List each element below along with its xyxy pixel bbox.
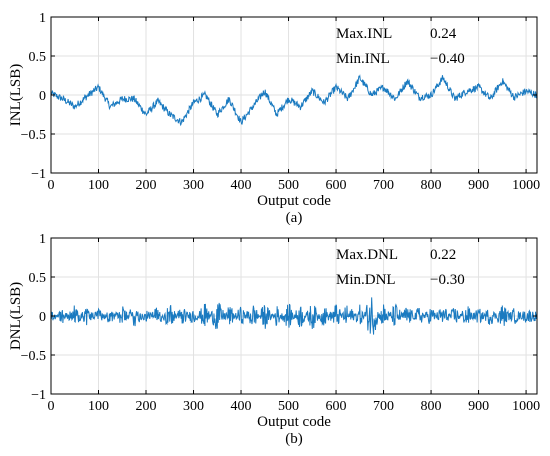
inl-y-tick-label: −0.5: [21, 128, 46, 143]
dnl-stat-value: −0.30: [430, 272, 465, 288]
inl-x-axis-label: Output code: [257, 193, 331, 209]
dnl-caption: (b): [285, 431, 303, 447]
inl-series-line: [50, 74, 538, 127]
dnl-y-tick-label: 1: [39, 232, 46, 247]
dnl-x-tick-label: 1000: [512, 399, 540, 414]
inl-x-tick-label: 300: [183, 178, 204, 193]
inl-x-tick-label: 600: [326, 178, 347, 193]
dnl-x-tick-label: 200: [136, 399, 157, 414]
inl-x-tick-label: 200: [136, 178, 157, 193]
inl-x-tick-label: 0: [48, 178, 55, 193]
inl-y-axis-label: INL(LSB): [8, 64, 24, 127]
dnl-series-line: [50, 297, 538, 335]
inl-y-tick-label: 0: [39, 89, 46, 104]
dnl-x-tick-label: 100: [88, 399, 109, 414]
dnl-stat-label: Max.DNL: [336, 247, 398, 263]
dnl-y-tick-label: −0.5: [21, 349, 46, 364]
inl-stat-label: Max.INL: [336, 26, 392, 42]
dnl-x-tick-label: 0: [48, 399, 55, 414]
inl-x-tick-label: 500: [278, 178, 299, 193]
inl-x-tick-label: 700: [373, 178, 394, 193]
inl-panel: 0 100 200 300 400 500 600 700 800 900 1000 −1 −0.5 0 0…: [8, 11, 540, 226]
dnl-x-tick-label: 900: [468, 399, 489, 414]
inl-stat-value: −0.40: [430, 51, 465, 67]
dnl-stat-value: 0.22: [430, 247, 456, 263]
inl-x-tick-label: 1000: [512, 178, 540, 193]
inl-caption: (a): [286, 210, 303, 226]
inl-y-tick-label: 1: [39, 11, 46, 26]
dnl-y-tick-label: 0: [39, 310, 46, 325]
inl-y-tick-label: 0.5: [29, 50, 47, 65]
inl-stat-label: Min.INL: [336, 51, 390, 67]
dnl-x-tick-label: 400: [231, 399, 252, 414]
dnl-x-tick-label: 300: [183, 399, 204, 414]
dnl-x-tick-label: 700: [373, 399, 394, 414]
inl-x-tick-label: 900: [468, 178, 489, 193]
inl-stat-value: 0.24: [430, 26, 457, 42]
dnl-panel: 0 100 200 300 400 500 600 700 800 900 1000 −1 −0.5 0 0…: [8, 232, 540, 447]
dnl-x-axis-label: Output code: [257, 414, 331, 430]
inl-y-tick-label: −1: [31, 167, 46, 182]
dnl-stat-label: Min.DNL: [336, 272, 396, 288]
dnl-y-axis-label: DNL(LSB): [8, 282, 24, 350]
dnl-x-tick-label: 800: [421, 399, 442, 414]
inl-x-tick-label: 800: [421, 178, 442, 193]
dnl-x-tick-label: 500: [278, 399, 299, 414]
inl-x-tick-label: 400: [231, 178, 252, 193]
dnl-x-tick-label: 600: [326, 399, 347, 414]
inl-x-tick-label: 100: [88, 178, 109, 193]
dnl-y-tick-label: −1: [31, 388, 46, 403]
dnl-y-tick-label: 0.5: [29, 271, 47, 286]
